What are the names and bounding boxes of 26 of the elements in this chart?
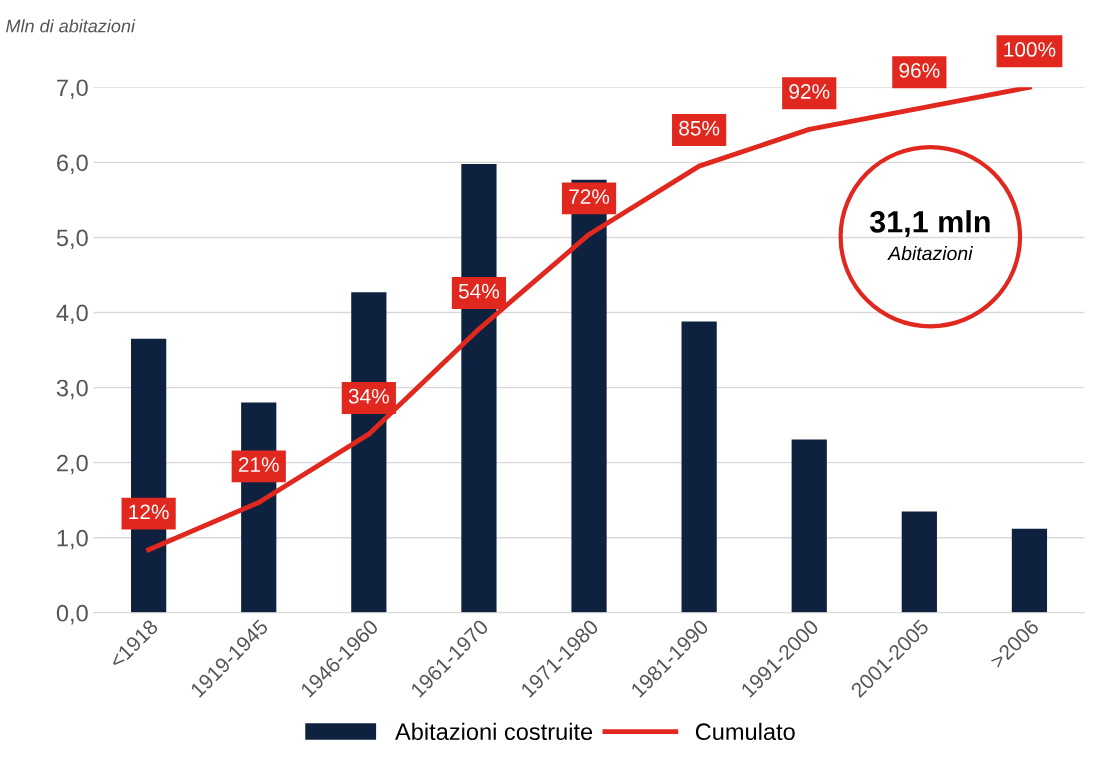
bar bbox=[791, 439, 827, 613]
legend-label: Cumulato bbox=[695, 722, 795, 741]
data-label: 85% bbox=[679, 120, 720, 136]
annotation: Abitazioni bbox=[887, 246, 973, 261]
y-tick-label: 4,0 bbox=[56, 304, 88, 325]
y-tick-label: 2,0 bbox=[57, 454, 88, 475]
annotation: 31,1 mln bbox=[869, 210, 990, 238]
bar bbox=[901, 511, 937, 613]
y-tick-label: 0,0 bbox=[56, 604, 88, 625]
data-label: 54% bbox=[458, 283, 500, 299]
data-label: 92% bbox=[789, 84, 830, 99]
y-axis-title: Mln di abitazioni bbox=[6, 19, 136, 33]
bar bbox=[681, 321, 717, 613]
data-label: 21% bbox=[238, 457, 279, 472]
y-tick-label: 7,0 bbox=[57, 79, 88, 99]
data-label: 100% bbox=[1004, 42, 1056, 57]
data-label: 72% bbox=[569, 189, 610, 204]
data-label: 12% bbox=[129, 504, 169, 520]
data-label: 34% bbox=[348, 388, 389, 404]
y-tick-label: 6,0 bbox=[57, 154, 88, 174]
data-label: 96% bbox=[899, 63, 940, 78]
y-tick-label: 5,0 bbox=[56, 229, 88, 250]
y-tick-label: 3,0 bbox=[56, 379, 88, 400]
y-tick-label: 1,0 bbox=[57, 529, 88, 550]
legend-label: Abitazioni costruite bbox=[395, 722, 593, 741]
bar bbox=[1011, 528, 1048, 613]
